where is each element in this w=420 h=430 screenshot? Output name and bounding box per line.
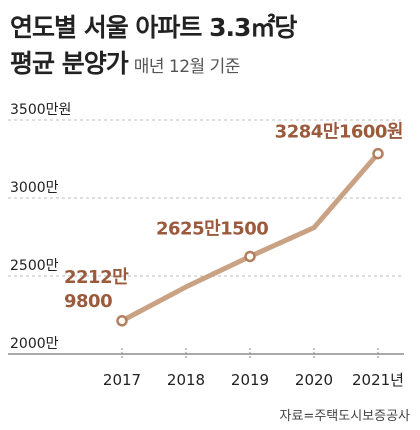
source-note: 자료=주택도시보증공사 xyxy=(279,409,411,424)
x-tick-label: 2020 xyxy=(295,371,333,389)
y-tick-label: 3000만 xyxy=(10,180,59,196)
data-label: 3284만1600원 xyxy=(275,122,403,143)
data-point xyxy=(116,315,128,327)
data-point xyxy=(372,147,384,160)
x-tick-label: 2017 xyxy=(103,371,141,389)
x-tick-label: 2019 xyxy=(231,371,269,389)
chart-subtitle: 매년 12월 기준 xyxy=(133,57,241,77)
y-tick-label: 2000만 xyxy=(10,336,59,352)
x-tick-label: 2018 xyxy=(167,371,205,389)
x-tick-label: 2021년 xyxy=(352,371,404,389)
y-tick-label: 3500만원 xyxy=(10,102,71,118)
chart-title-main: 평균 분양가 xyxy=(10,49,129,78)
y-tick-label: 2500만 xyxy=(10,258,59,274)
data-point xyxy=(244,250,256,263)
chart-title: 연도별 서울 아파트 3.3㎡당 xyxy=(10,13,297,42)
chart-title-line2: 평균 분양가 매년 12월 기준 xyxy=(10,44,240,80)
data-label: 2625만1500 xyxy=(156,218,268,239)
data-label: 2212만 xyxy=(64,267,129,288)
data-label: 9800 xyxy=(64,291,112,312)
